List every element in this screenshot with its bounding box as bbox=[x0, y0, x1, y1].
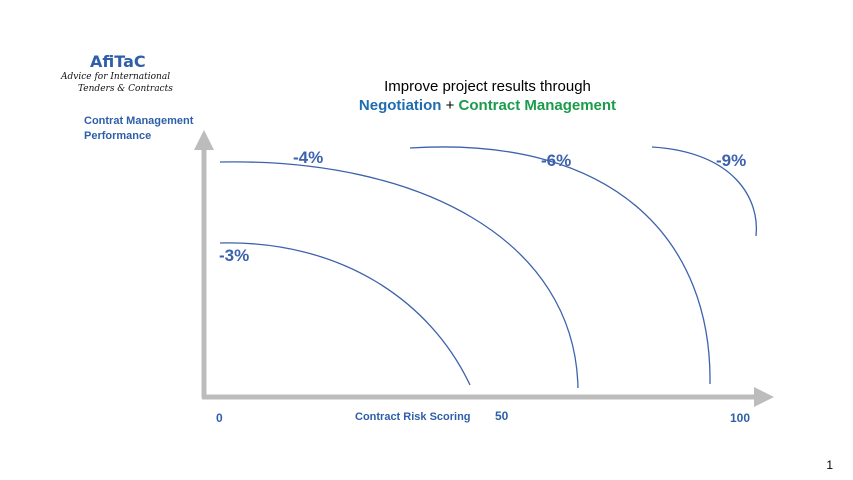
x-tick-100: 100 bbox=[730, 411, 751, 425]
x-tick-0: 0 bbox=[216, 411, 223, 425]
subtitle-contract-management: Contract Management bbox=[458, 97, 617, 114]
x-tick-50: 50 bbox=[495, 409, 509, 423]
curve-label-minus-9: -9% bbox=[716, 151, 747, 170]
curve-label-minus-6: -6% bbox=[541, 151, 572, 170]
curve-minus-3 bbox=[219, 242, 471, 386]
logo-name: AfiTaC bbox=[90, 52, 146, 71]
y-axis-label-line2: Performance bbox=[84, 130, 152, 142]
x-axis-label: Contract Risk Scoring bbox=[355, 411, 471, 423]
slide-title: Improve project results through bbox=[384, 78, 591, 95]
subtitle-plus: + bbox=[445, 97, 455, 114]
page-number: 1 bbox=[826, 458, 833, 472]
y-axis-label-line1: Contrat Management bbox=[84, 115, 194, 127]
curve-minus-6 bbox=[409, 146, 711, 385]
curve-label-minus-3: -3% bbox=[219, 246, 250, 265]
curve-minus-9 bbox=[651, 146, 758, 237]
curve-minus-4 bbox=[219, 161, 579, 389]
logo-tagline-line1: Advice for International bbox=[61, 72, 171, 82]
slide-subtitle: Negotiation + Contract Management bbox=[0, 97, 853, 114]
logo-tagline-line2: Tenders & Contracts bbox=[78, 84, 173, 94]
subtitle-negotiation: Negotiation bbox=[358, 97, 442, 114]
curve-label-minus-4: -4% bbox=[293, 148, 324, 167]
y-axis-label: Contrat Management Performance bbox=[84, 114, 193, 144]
